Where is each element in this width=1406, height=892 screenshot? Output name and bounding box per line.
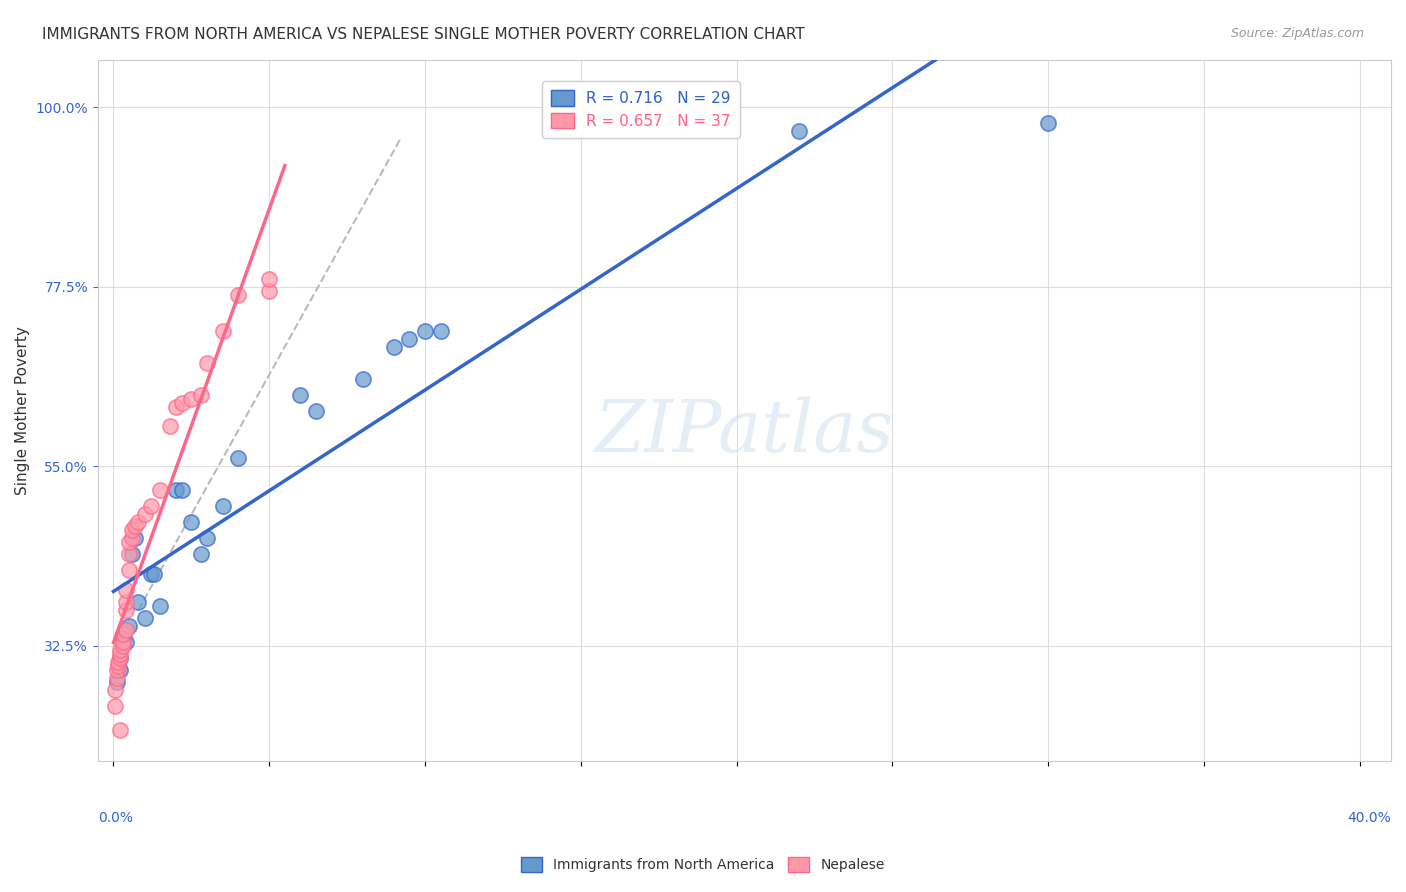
Point xyxy=(226,451,249,466)
Point xyxy=(107,658,129,673)
Y-axis label: Single Mother Poverty: Single Mother Poverty xyxy=(15,326,30,495)
Point xyxy=(226,288,249,302)
Point xyxy=(111,631,134,645)
Point xyxy=(305,403,328,417)
Point xyxy=(195,531,218,545)
Point xyxy=(211,499,233,513)
Point xyxy=(118,563,141,577)
Point xyxy=(115,582,138,597)
Point xyxy=(107,655,129,669)
Text: IMMIGRANTS FROM NORTH AMERICA VS NEPALESE SINGLE MOTHER POVERTY CORRELATION CHAR: IMMIGRANTS FROM NORTH AMERICA VS NEPALES… xyxy=(42,27,804,42)
Point xyxy=(259,272,281,286)
Point xyxy=(180,515,202,529)
Point xyxy=(105,674,128,689)
Point xyxy=(139,566,162,581)
Point xyxy=(121,523,143,537)
Point xyxy=(121,531,143,545)
Point xyxy=(787,124,810,138)
Point xyxy=(429,324,451,338)
Point xyxy=(121,547,143,561)
Legend: R = 0.716   N = 29, R = 0.657   N = 37: R = 0.716 N = 29, R = 0.657 N = 37 xyxy=(543,81,740,137)
Point xyxy=(352,371,374,385)
Point xyxy=(108,723,131,737)
Point xyxy=(115,623,138,637)
Point xyxy=(143,566,166,581)
Point xyxy=(149,599,172,613)
Point xyxy=(108,650,131,665)
Point xyxy=(290,387,312,401)
Point xyxy=(170,395,193,409)
Point xyxy=(1038,116,1060,130)
Point xyxy=(165,483,187,498)
Point xyxy=(108,647,131,661)
Point xyxy=(259,284,281,298)
Point xyxy=(398,332,420,346)
Point xyxy=(118,535,141,549)
Point xyxy=(195,356,218,370)
Point xyxy=(108,650,131,665)
Point xyxy=(111,639,134,653)
Point xyxy=(115,595,138,609)
Text: Source: ZipAtlas.com: Source: ZipAtlas.com xyxy=(1230,27,1364,40)
Point xyxy=(118,547,141,561)
Point xyxy=(127,515,149,529)
Legend: Immigrants from North America, Nepalese: Immigrants from North America, Nepalese xyxy=(513,849,893,880)
Text: 0.0%: 0.0% xyxy=(98,811,134,824)
Point xyxy=(105,671,128,685)
Point xyxy=(124,531,146,545)
Point xyxy=(170,483,193,498)
Point xyxy=(124,519,146,533)
Point xyxy=(108,663,131,677)
Point xyxy=(127,595,149,609)
Point xyxy=(134,611,156,625)
Point xyxy=(111,634,134,648)
Point xyxy=(115,603,138,617)
Point xyxy=(413,324,436,338)
Point xyxy=(159,419,181,434)
Point xyxy=(134,507,156,521)
Point xyxy=(105,663,128,677)
Point xyxy=(115,634,138,648)
Point xyxy=(190,387,212,401)
Point xyxy=(104,698,127,713)
Point xyxy=(108,642,131,657)
Point xyxy=(211,324,233,338)
Point xyxy=(382,340,405,354)
Point xyxy=(180,392,202,406)
Point xyxy=(165,400,187,414)
Point xyxy=(118,619,141,633)
Point xyxy=(139,499,162,513)
Point xyxy=(111,627,134,641)
Point xyxy=(104,682,127,697)
Point xyxy=(190,547,212,561)
Point xyxy=(149,483,172,498)
Text: ZIPatlas: ZIPatlas xyxy=(595,396,894,467)
Text: 40.0%: 40.0% xyxy=(1347,811,1391,824)
